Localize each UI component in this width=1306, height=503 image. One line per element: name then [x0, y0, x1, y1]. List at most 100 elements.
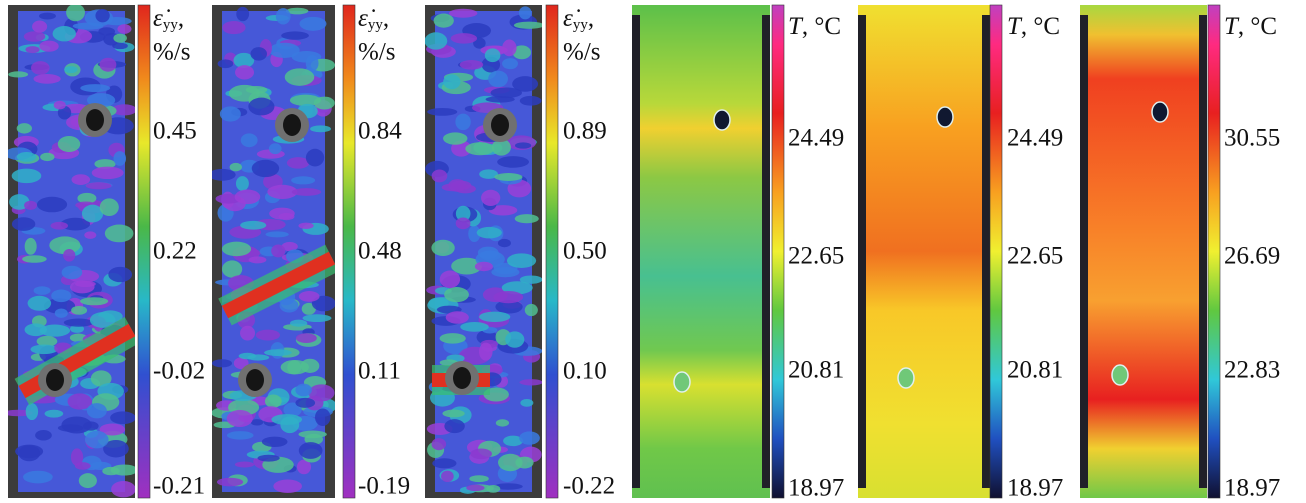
strain-blob: [292, 188, 321, 196]
strain-blob: [85, 431, 109, 449]
strain-blob: [28, 296, 52, 311]
colorbar-tick-label: -0.19: [358, 473, 410, 500]
strain-blob: [95, 9, 109, 22]
strain-blob: [285, 68, 315, 86]
strain-blob: [432, 438, 447, 450]
strain-blob: [222, 242, 251, 257]
strain-blob: [444, 287, 469, 302]
strain-blob: [8, 71, 28, 77]
strain-blob: [17, 152, 36, 162]
strain-blob: [520, 96, 542, 106]
colorbar-unit: %/s: [358, 39, 396, 66]
strain-blob: [12, 217, 35, 231]
strain-blob: [440, 333, 466, 344]
suffix: ,: [383, 5, 389, 32]
colorbar-tick-label: 30.55: [1224, 125, 1280, 152]
thermal-field: [632, 5, 770, 498]
strain-blob: [310, 125, 331, 132]
strain-blob: [481, 190, 500, 206]
strain-blob: [71, 306, 87, 315]
strain-blob: [491, 267, 519, 277]
strain-blob: [315, 408, 331, 426]
strain-field: [209, 7, 337, 493]
strain-blob: [32, 21, 47, 33]
strain-blob: [306, 55, 319, 71]
colorbar-tick-label: 0.11: [358, 358, 401, 385]
colorbar-tick-label: 18.97: [1224, 475, 1280, 502]
strain-blob: [298, 223, 313, 229]
colorbar-tick-label: 0.48: [358, 238, 402, 265]
strain-blob: [525, 304, 538, 316]
strain-blob: [25, 323, 47, 336]
strain-blob: [281, 360, 309, 374]
colorbar: [772, 5, 784, 498]
suffix: ,: [178, 5, 184, 32]
strain-blob: [290, 320, 307, 327]
colorbar: [343, 5, 355, 498]
strain-blob: [64, 66, 77, 73]
strain-blob: [441, 471, 454, 482]
strain-blob: [117, 24, 131, 34]
strain-blob: [291, 176, 315, 184]
colorbar: [1208, 5, 1220, 498]
strain-blob: [496, 419, 509, 426]
colorbar-tick-label: -0.02: [153, 358, 205, 385]
strain-blob: [507, 253, 536, 268]
colorbar-label: T, °C: [1224, 13, 1277, 40]
colorbar-label: ε̇yy,: [563, 5, 594, 34]
strain-blob: [519, 6, 532, 19]
colorbar-unit: %/s: [563, 39, 601, 66]
strain-blob: [50, 222, 68, 230]
strain-blob: [30, 345, 57, 355]
colorbar: [990, 5, 1002, 498]
strain-blob: [281, 31, 309, 39]
strain-blob: [485, 48, 501, 62]
strain-blob: [113, 34, 127, 43]
strain-blob: [55, 308, 68, 317]
strain-blob: [220, 106, 241, 121]
strain-blob: [479, 312, 510, 322]
strain-blob: [443, 132, 467, 144]
strain-blob: [100, 198, 119, 216]
strain-blob: [265, 231, 288, 237]
colorbar-tick-label: 0.50: [563, 238, 607, 265]
colorbar-tick-label: 0.45: [153, 118, 197, 145]
strain-blob: [262, 437, 288, 447]
hole: [283, 114, 301, 136]
colorbar-tick-label: 20.81: [1007, 357, 1063, 384]
colorbar-label: T, °C: [788, 13, 841, 40]
strain-blob: [222, 260, 242, 277]
colorbar-tick-label: 0.22: [153, 238, 197, 265]
colorbar-tick-label: 22.65: [788, 243, 844, 270]
strain-blob: [442, 410, 464, 418]
subscript: yy: [163, 17, 179, 33]
strain-blob: [54, 101, 66, 110]
strain-blob: [295, 384, 311, 397]
hole: [46, 369, 64, 391]
strain-blob: [240, 326, 255, 341]
strain-blob: [25, 46, 39, 53]
strain-blob: [113, 151, 126, 166]
edge-right: [982, 15, 990, 488]
strain-blob: [477, 227, 502, 238]
colorbar: [546, 5, 558, 498]
strain-blob: [479, 343, 493, 361]
strain-blob: [460, 322, 489, 332]
strain-blob: [498, 239, 511, 247]
subscript: yy: [368, 17, 384, 33]
strain-blob: [432, 458, 456, 468]
colorbar-tick-label: 18.97: [1007, 475, 1063, 502]
strain-blob: [306, 149, 324, 167]
edge-left: [858, 15, 866, 488]
hole: [937, 107, 953, 127]
colorbar-tick-label: 0.84: [358, 118, 402, 145]
subscript: yy: [573, 17, 589, 33]
strain-blob: [23, 471, 53, 484]
strain-blob: [25, 238, 37, 255]
strain-blob: [251, 419, 263, 425]
strain-blob: [276, 8, 291, 24]
panel: T, °C30.5526.6922.8318.97: [1080, 5, 1280, 502]
colorbar-tick-label: 24.49: [1007, 125, 1063, 152]
strain-blob: [235, 65, 254, 79]
